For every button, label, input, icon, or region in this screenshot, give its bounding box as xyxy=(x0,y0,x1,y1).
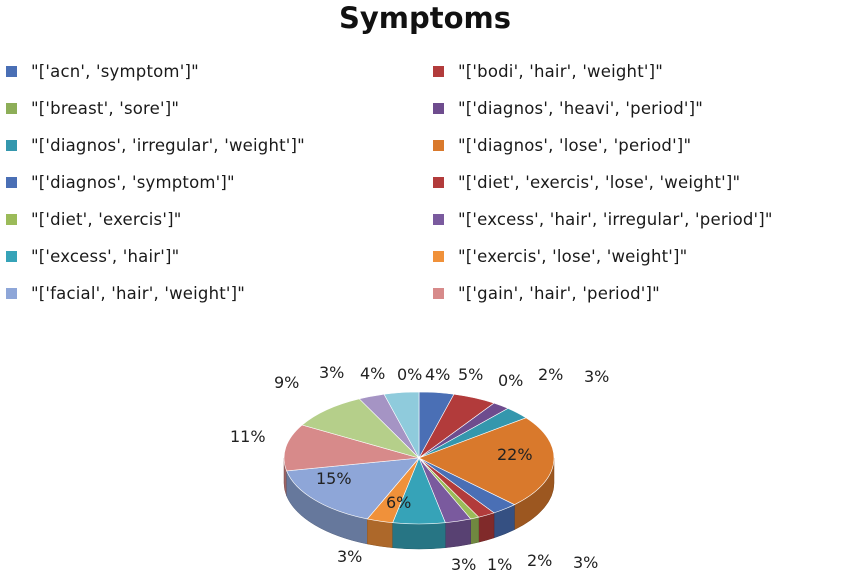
data-label: 1% xyxy=(487,555,512,571)
data-label: 0% xyxy=(498,371,523,390)
chart-title: Symptoms xyxy=(338,1,512,35)
legend-label: "['diet', 'exercis']" xyxy=(31,209,182,229)
legend-label: "['diagnos', 'lose', 'period']" xyxy=(458,135,692,155)
legend-label: "['excess', 'hair']" xyxy=(31,246,180,266)
data-label: 2% xyxy=(538,365,563,384)
pie-slice xyxy=(301,398,421,459)
chart-legend: "['acn', 'symptom']" "['bodi', 'hair', 'w… xyxy=(6,60,773,304)
legend-item: "['diagnos', 'irregular', 'weight']" xyxy=(6,134,305,156)
data-label: 3% xyxy=(337,547,362,566)
legend-swatch xyxy=(433,65,444,77)
legend-swatch xyxy=(433,213,444,225)
legend-swatch xyxy=(6,139,17,151)
legend-label: "['bodi', 'hair', 'weight']" xyxy=(458,61,664,81)
legend-label: "['facial', 'hair', 'weight']" xyxy=(31,283,246,303)
legend-label: "['diagnos', 'symptom']" xyxy=(31,172,235,192)
data-label: 11% xyxy=(230,427,266,446)
legend-item: "['gain', 'hair', 'period']" xyxy=(433,282,660,304)
legend-swatch xyxy=(433,139,444,151)
pie-slice-side xyxy=(470,516,479,545)
pie-slice-side xyxy=(478,512,495,543)
data-label: 2% xyxy=(527,551,552,570)
legend-item: "['facial', 'hair', 'weight']" xyxy=(6,282,245,304)
data-label: 4% xyxy=(425,365,450,384)
pie-slice-side xyxy=(445,518,471,549)
legend-item: "['breast', 'sore']" xyxy=(6,97,179,119)
legend-swatch xyxy=(6,287,17,299)
pie-slice-side xyxy=(367,518,393,549)
pie-slice xyxy=(286,457,420,520)
data-label: 15% xyxy=(316,469,352,488)
pie-slice xyxy=(383,391,420,459)
legend-swatch xyxy=(6,102,17,114)
legend-item: "['exercis', 'lose', 'weight']" xyxy=(433,245,687,267)
legend-item: "['acn', 'symptom']" xyxy=(6,60,199,82)
legend-label: "['diet', 'exercis', 'lose', 'weight']" xyxy=(458,172,741,192)
legend-item: "['excess', 'hair']" xyxy=(6,245,179,267)
legend-swatch xyxy=(6,213,17,225)
data-label: 22% xyxy=(497,445,533,464)
legend-label: "['gain', 'hair', 'period']" xyxy=(458,283,660,303)
legend-swatch xyxy=(433,287,444,299)
data-label: 0% xyxy=(397,365,422,384)
legend-swatch xyxy=(6,176,17,188)
legend-label: "['diagnos', 'irregular', 'weight']" xyxy=(31,135,305,155)
data-label: 4% xyxy=(360,364,385,383)
legend-item: "['diagnos', 'symptom']" xyxy=(6,171,235,193)
legend-label: "['exercis', 'lose', 'weight']" xyxy=(458,246,688,266)
legend-label: "['acn', 'symptom']" xyxy=(31,61,199,81)
legend-item: "['diet', 'exercis']" xyxy=(6,208,182,230)
legend-swatch xyxy=(433,176,444,188)
legend-item: "['bodi', 'hair', 'weight']" xyxy=(433,60,663,82)
data-label: 3% xyxy=(319,363,344,382)
legend-item: "['diet', 'exercis', 'lose', 'weight']" xyxy=(433,171,740,193)
legend-swatch xyxy=(433,250,444,262)
legend-swatch xyxy=(6,250,17,262)
data-label: 6% xyxy=(386,493,411,512)
legend-label: "['excess', 'hair', 'irregular', 'period… xyxy=(458,209,773,229)
legend-item: "['excess', 'hair', 'irregular', 'period… xyxy=(433,208,773,230)
pie-slice-side xyxy=(392,522,446,550)
data-label: 5% xyxy=(458,365,483,384)
legend-swatch xyxy=(433,102,444,114)
legend-label: "['diagnos', 'heavi', 'period']" xyxy=(458,98,704,118)
legend-item: "['diagnos', 'heavi', 'period']" xyxy=(433,97,703,119)
legend-label: "['breast', 'sore']" xyxy=(31,98,180,118)
pie-slice xyxy=(283,424,420,472)
legend-swatch xyxy=(6,65,17,77)
data-label: 3% xyxy=(573,553,598,571)
pie-slice xyxy=(418,417,555,506)
data-label: 9% xyxy=(274,373,299,392)
data-label: 3% xyxy=(451,555,476,571)
data-label: 3% xyxy=(584,367,609,386)
legend-item: "['diagnos', 'lose', 'period']" xyxy=(433,134,691,156)
